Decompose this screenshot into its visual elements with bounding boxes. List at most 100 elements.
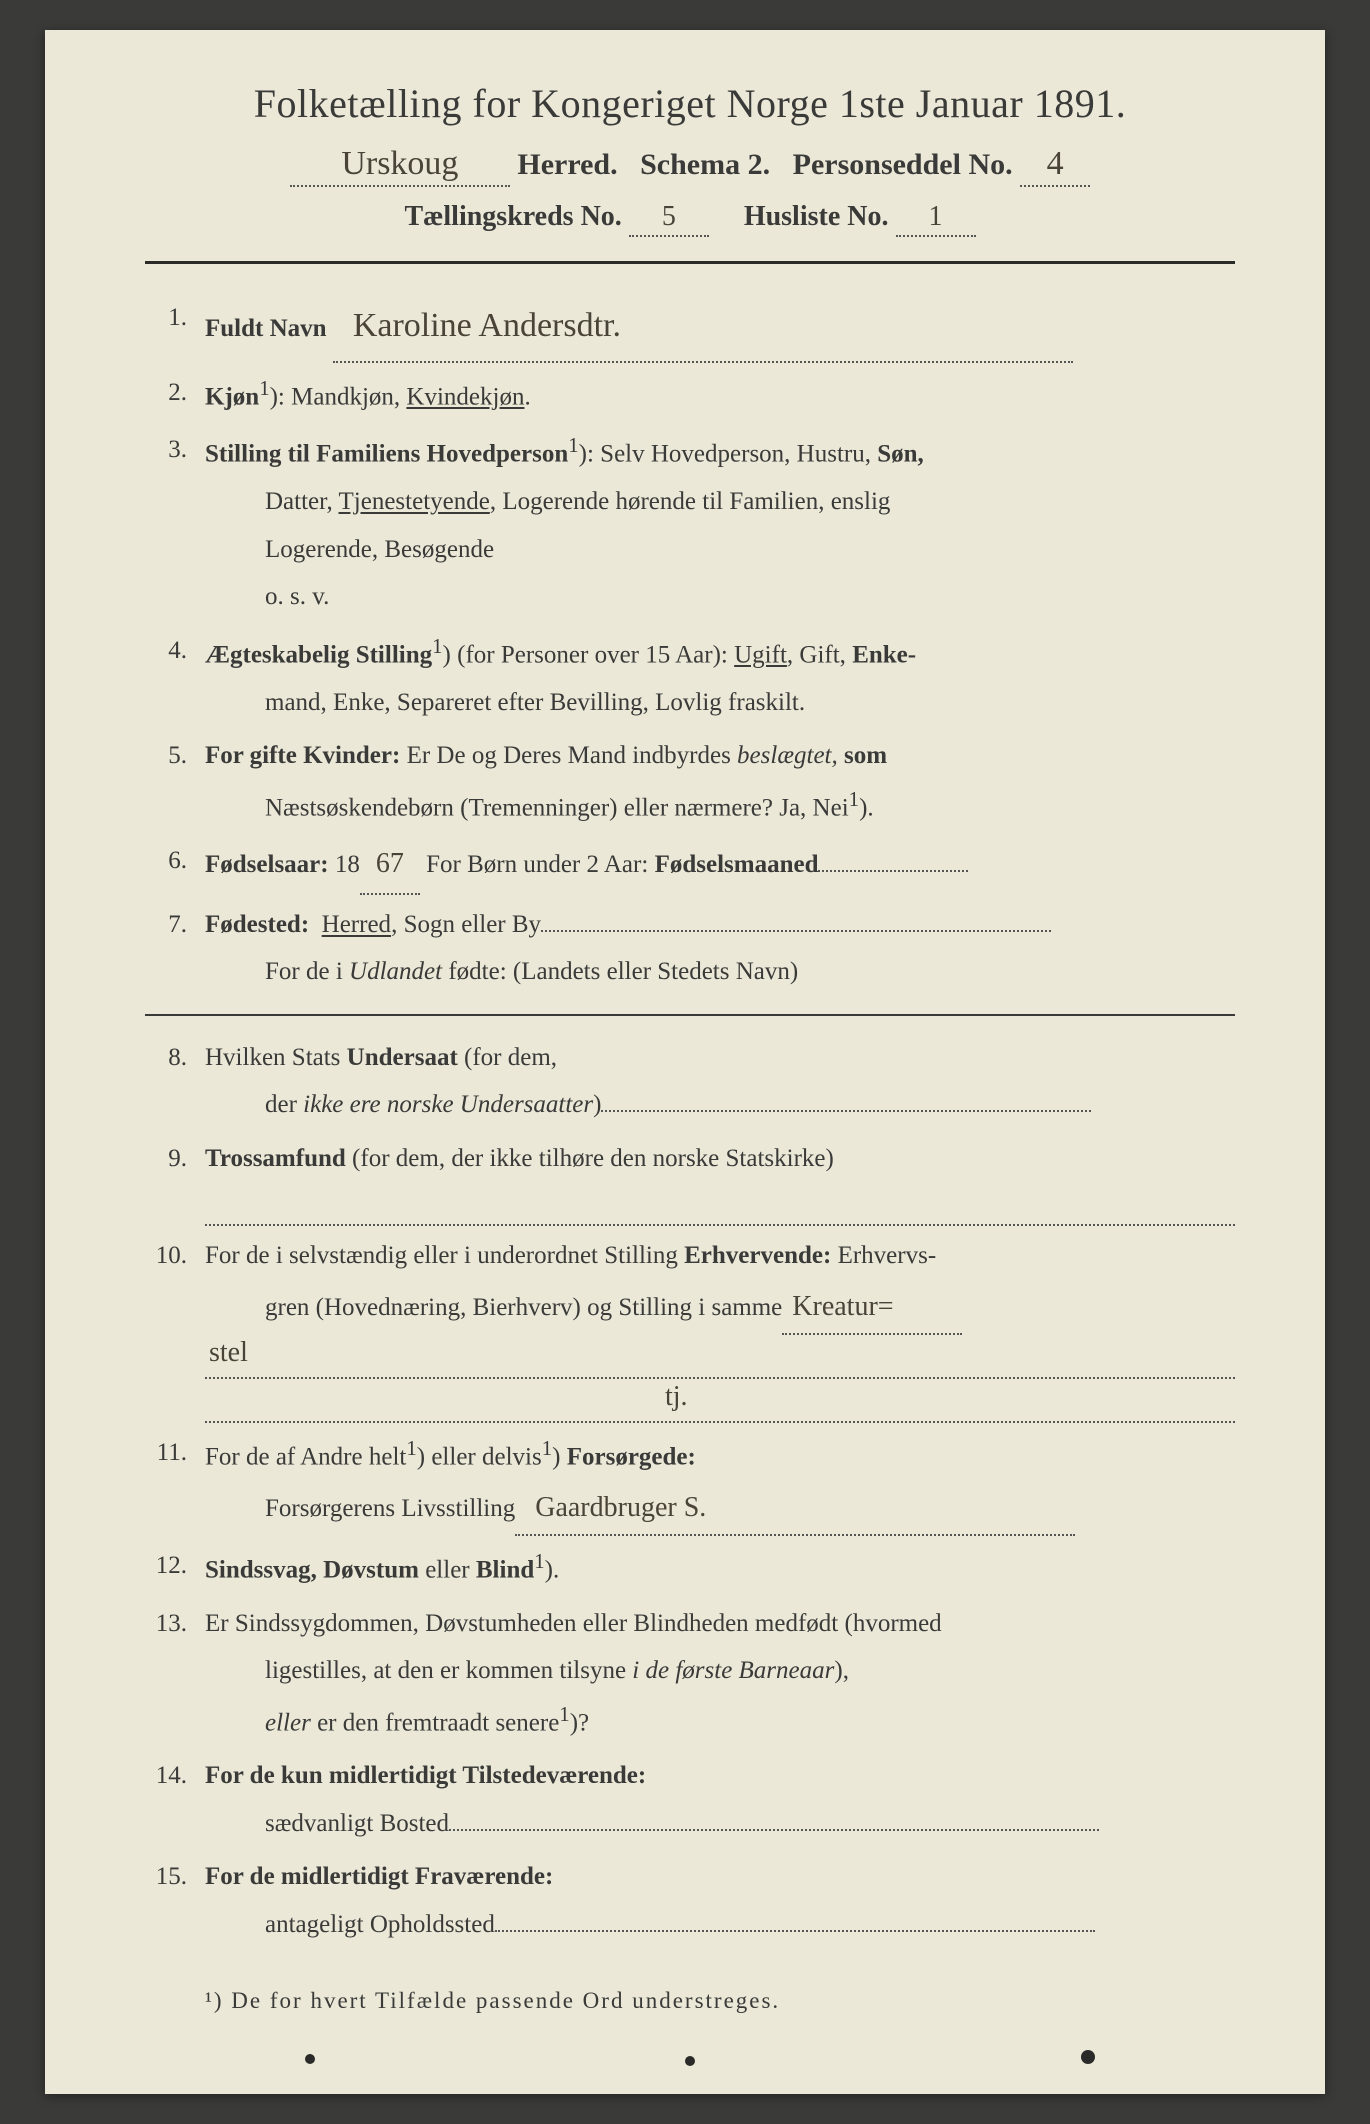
text-bold: Undersaat	[347, 1044, 458, 1071]
text: For de i selvstændig eller i underordnet…	[205, 1242, 684, 1269]
blank-line: stel	[205, 1339, 1235, 1379]
item-number: 10.	[145, 1232, 205, 1423]
text: ): Selv Hovedperson, Hustru,	[579, 441, 878, 468]
occupation-hw-2: stel	[209, 1326, 248, 1379]
label-fodselsmaaned: Fødselsmaaned	[655, 851, 819, 878]
form-items: 1. Fuldt Navn Karoline Andersdtr. 2. Kjø…	[145, 294, 1235, 1948]
ink-spot	[305, 2054, 315, 2064]
year-handwritten: 67	[360, 837, 420, 894]
occupation-hw-3: tj.	[665, 1370, 688, 1423]
text: 18	[329, 851, 360, 878]
item-number: 12.	[145, 1542, 205, 1594]
personseddel-label: Personseddel No.	[793, 148, 1013, 181]
label-trossamfund: Trossamfund	[205, 1145, 346, 1172]
text: (for dem, der ikke tilhøre den norske St…	[346, 1145, 834, 1172]
text: )?	[570, 1709, 589, 1736]
blank-field	[601, 1110, 1091, 1112]
label-fodselsaar: Fødselsaar:	[205, 851, 329, 878]
footnote: ¹) De for hvert Tilfælde passende Ord un…	[145, 1988, 1235, 2014]
header-line-3: Tællingskreds No. 5 Husliste No. 1	[145, 201, 1235, 237]
item-13: 13. Er Sindssygdommen, Døvstumheden elle…	[145, 1600, 1235, 1747]
selected-ugift: Ugift	[734, 641, 787, 668]
text: ) (for Personer over 15 Aar):	[443, 641, 735, 668]
text-bold: Enke-	[852, 641, 916, 668]
item-number: 13.	[145, 1600, 205, 1747]
item-12: 12. Sindssvag, Døvstum eller Blind1).	[145, 1542, 1235, 1594]
ink-spot	[1081, 2050, 1095, 2064]
footnote-ref: 1	[259, 376, 269, 400]
text-bold: Søn,	[877, 441, 924, 468]
schema-label: Schema 2.	[640, 148, 770, 181]
blank-line	[205, 1186, 1235, 1226]
footnote-ref: 1	[849, 787, 859, 811]
text: er den fremtraadt senere	[311, 1709, 559, 1736]
text-italic: ikke ere norske Undersaatter	[303, 1091, 593, 1118]
text: Logerende, Besøgende	[205, 526, 1235, 574]
item-number: 6.	[145, 837, 205, 894]
label-blind: Blind	[476, 1556, 534, 1583]
header-line-2: Urskoug Herred. Schema 2. Personseddel N…	[145, 145, 1235, 187]
text: For de i	[265, 958, 349, 985]
selected-tjenestetyende: Tjenestetyende	[339, 488, 490, 515]
label-sindssvag: Sindssvag, Døvstum	[205, 1556, 419, 1583]
text-bold: Forsørgede:	[567, 1443, 696, 1470]
item-10: 10. For de i selvstændig eller i underor…	[145, 1232, 1235, 1423]
footnote-ref: 1	[568, 433, 578, 457]
text: Forsørgerens Livsstilling	[265, 1495, 515, 1522]
item-number: 11.	[145, 1429, 205, 1536]
text: , Logerende hørende til Familien, enslig	[490, 488, 891, 515]
text: ) eller delvis	[417, 1443, 542, 1470]
text: der	[265, 1091, 303, 1118]
blank-field	[541, 930, 1051, 932]
ink-spot	[685, 2056, 695, 2066]
label-tilstedevaerende: For de kun midlertidigt Tilstedeværende:	[205, 1762, 646, 1789]
kreds-no: 5	[629, 201, 709, 237]
item-14: 14. For de kun midlertidigt Tilstedevære…	[145, 1752, 1235, 1847]
item-15: 15. For de midlertidigt Fraværende: anta…	[145, 1853, 1235, 1948]
footnote-ref: 1	[432, 634, 442, 658]
item-4: 4. Ægteskabelig Stilling1) (for Personer…	[145, 627, 1235, 726]
text: ligestilles, at den er kommen tilsyne	[265, 1657, 632, 1684]
text: ).	[545, 1556, 560, 1583]
item-number: 1.	[145, 294, 205, 363]
item-2: 2. Kjøn1): Mandkjøn, Kvindekjøn.	[145, 369, 1235, 421]
herred-handwritten: Urskoug	[290, 145, 510, 187]
label-fodested: Fødested:	[205, 911, 309, 938]
footnote-ref: 1	[534, 1549, 544, 1573]
text: , Gift,	[787, 641, 852, 668]
text: , Sogn eller By	[391, 911, 541, 938]
husliste-no: 1	[896, 201, 976, 237]
occupation-hw-1: Kreatur=	[792, 1291, 893, 1322]
text: Erhvervs-	[831, 1242, 936, 1269]
label-fravaerende: For de midlertidigt Fraværende:	[205, 1863, 553, 1890]
item-3: 3. Stilling til Familiens Hovedperson1):…	[145, 426, 1235, 620]
title: Folketælling for Kongeriget Norge 1ste J…	[145, 80, 1235, 127]
text: Er De og Deres Mand indbyrdes	[400, 742, 737, 769]
text-bold: som	[838, 742, 887, 769]
item-number: 14.	[145, 1752, 205, 1847]
item-8: 8. Hvilken Stats Undersaat (for dem, der…	[145, 1034, 1235, 1129]
item-number: 4.	[145, 627, 205, 726]
text: )	[552, 1443, 567, 1470]
text: Næstsøskendebørn (Tremenninger) eller næ…	[265, 794, 849, 821]
label-stilling: Stilling til Familiens Hovedperson	[205, 441, 568, 468]
item-number: 15.	[145, 1853, 205, 1948]
text: sædvanligt Bosted	[265, 1810, 449, 1837]
text: Hvilken Stats	[205, 1044, 347, 1071]
selected-kvindekjon: Kvindekjøn	[406, 383, 524, 410]
label-aegteskab: Ægteskabelig Stilling	[205, 641, 432, 668]
blank-field	[818, 870, 968, 872]
text-italic: eller	[265, 1709, 311, 1736]
blank-line: tj.	[205, 1383, 1235, 1423]
label-fuldt-navn: Fuldt Navn	[205, 315, 327, 342]
item-number: 3.	[145, 426, 205, 620]
item-number: 8.	[145, 1034, 205, 1129]
text: For Børn under 2 Aar:	[420, 851, 655, 878]
text: gren (Hovednæring, Bierhverv) og Stillin…	[265, 1294, 782, 1321]
footnote-ref: 1	[559, 1702, 569, 1726]
text-italic: Udlandet	[349, 958, 442, 985]
text: eller	[419, 1556, 476, 1583]
item-5: 5. For gifte Kvinder: Er De og Deres Man…	[145, 732, 1235, 831]
item-9: 9. Trossamfund (for dem, der ikke tilhør…	[145, 1135, 1235, 1227]
text-italic: i de første Barneaar	[632, 1657, 834, 1684]
